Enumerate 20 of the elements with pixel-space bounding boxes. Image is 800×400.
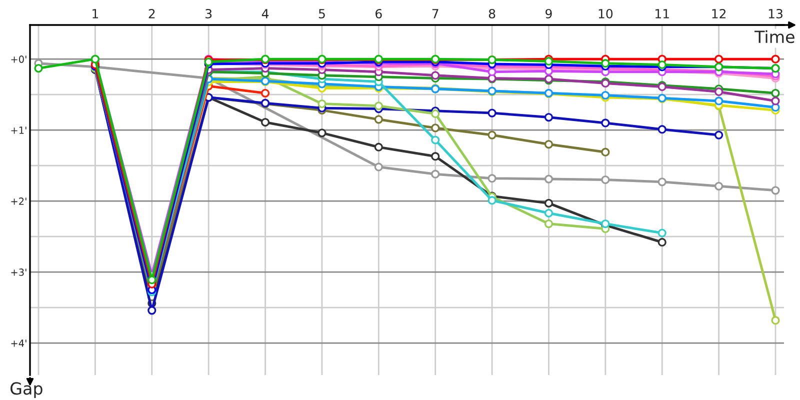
y-tick-label: +4' (11, 340, 26, 347)
x-tick-label: 12 (712, 8, 726, 18)
x-tick-label: 10 (598, 8, 613, 18)
x-tick-label: 7 (432, 9, 438, 18)
x-tick-label: 11 (656, 9, 669, 18)
x-tick-label: 6 (376, 8, 382, 18)
x-tick-label: 3 (206, 8, 212, 18)
y-tick-label: +2' (11, 198, 26, 205)
y-tick-label: +1' (11, 126, 26, 134)
x-tick-label: 5 (318, 9, 325, 18)
y-axis-title: Gap (10, 382, 42, 398)
x-tick-label: 8 (488, 8, 496, 18)
y-tick-label: +0' (11, 56, 26, 63)
x-tick-label: 4 (262, 9, 269, 18)
x-tick-label: 9 (546, 8, 552, 18)
x-axis-title: Time (754, 30, 794, 44)
x-tick-label: 13 (768, 8, 782, 18)
x-tick-label: 1 (92, 9, 98, 18)
x-tick-label: 2 (148, 8, 155, 18)
y-tick-label: +3' (11, 268, 26, 276)
